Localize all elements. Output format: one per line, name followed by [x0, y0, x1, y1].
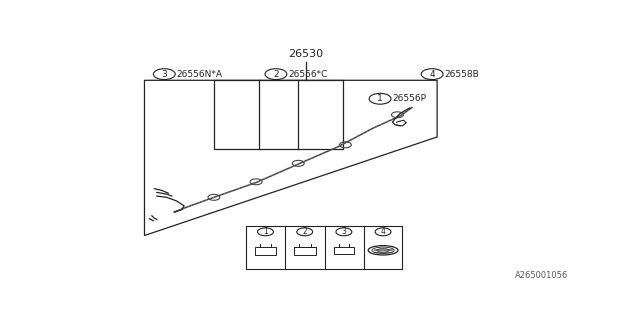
Text: 1: 1: [263, 227, 268, 236]
Text: 26556*C: 26556*C: [288, 70, 328, 79]
Bar: [246, 226, 403, 269]
Text: 4: 4: [429, 70, 435, 79]
Text: 26558B: 26558B: [445, 70, 479, 79]
Text: 26530: 26530: [288, 49, 323, 59]
Text: 3: 3: [161, 70, 167, 79]
Text: 26556P: 26556P: [392, 94, 426, 103]
Text: 4: 4: [381, 227, 385, 236]
Text: 2: 2: [302, 227, 307, 236]
Text: 3: 3: [341, 227, 346, 236]
Text: 26556N*A: 26556N*A: [177, 70, 223, 79]
Text: 1: 1: [377, 94, 383, 103]
Text: 2: 2: [273, 70, 279, 79]
Text: A265001056: A265001056: [515, 271, 568, 280]
